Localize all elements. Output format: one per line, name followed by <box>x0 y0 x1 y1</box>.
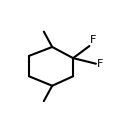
Text: F: F <box>90 35 96 45</box>
Text: F: F <box>96 59 103 69</box>
